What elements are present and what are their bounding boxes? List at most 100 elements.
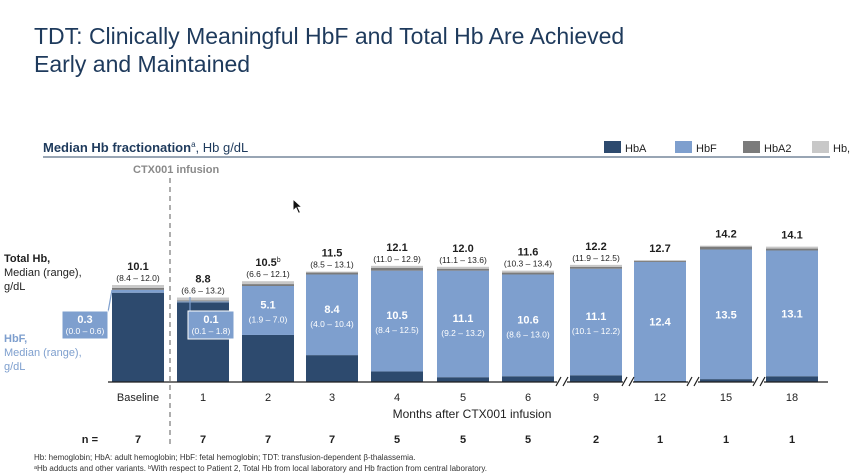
hbf-value-3: 8.4 [324,304,340,316]
bar-15-hbf [700,249,752,380]
total-hb-range-6: (10.3 – 13.4) [504,259,552,269]
legend-swatch-2 [743,141,760,153]
hbf-value-6: 10.6 [517,314,538,326]
hbf-value-Baseline: 0.3 [77,314,92,326]
bar-2-hba2 [242,284,294,286]
bar-9-hbother [570,264,622,267]
bar-2-hba [242,334,294,382]
footnote-superscripts: ᵃHb adducts and other variants. ᵇWith re… [34,464,488,473]
hb-fractionation-chart: Median Hb fractionationa, Hb g/dL HbA HbF H… [4,140,850,446]
n-value-4: 5 [394,434,400,446]
bar-15-hba [700,379,752,382]
hbf-callout-box-Baseline [61,310,109,340]
hbf-value-1: 0.1 [203,314,218,326]
bar-Baseline-hba [112,292,164,382]
mouse-cursor-icon [292,198,304,215]
bar-9-hbf [570,268,622,376]
bar-2-hbf [242,286,294,335]
total-hb-value-12: 12.7 [649,243,670,255]
total-hb-value-3: 11.5 [322,248,343,260]
bar-18-hbf [766,250,818,377]
x-tick-label-1: 1 [200,392,206,404]
legend-swatch-3 [812,141,829,153]
legend-swatch-0 [604,141,621,153]
bar-6-hba2 [502,272,554,275]
slide-title-line-2: Early and Maintained [34,51,251,77]
x-tick-label-Baseline: Baseline [117,392,159,404]
hbf-row-label-2: Median (range), [4,347,82,359]
bar-4-hba [371,371,423,382]
x-tick-label-4: 4 [394,392,400,404]
total-hb-value-5: 12.0 [452,243,473,255]
hbf-range-6: (8.6 – 13.0) [506,329,550,339]
n-value-Baseline: 7 [135,434,141,446]
bar-4-hba2 [371,267,423,271]
bar-18-hbother [766,246,818,249]
hbf-value-5: 11.1 [453,313,474,325]
bar-4-hbother [371,265,423,268]
n-label: n = [82,434,98,446]
total-hb-value-6: 11.6 [518,247,539,259]
bar-9-hba2 [570,266,622,269]
bar-5-hba2 [437,268,489,271]
bar-Baseline-hba2 [112,287,164,290]
slide-title: TDT: Clinically Meaningful HbF and Total… [34,22,624,78]
x-tick-label-18: 18 [786,392,798,404]
axis-break-mark-15-b [693,376,700,387]
bar-12-hbf [634,262,686,382]
n-value-15: 1 [723,434,729,446]
bar-6-hbf [502,274,554,377]
bar-18-hba2 [766,248,818,251]
total-hb-range-3: (8.5 – 13.1) [310,260,354,270]
total-hb-range-Baseline: (8.4 – 12.0) [116,273,160,283]
bar-12-hba2 [634,261,686,262]
x-tick-label-2: 2 [265,392,271,404]
total-hb-value-Baseline: 10.1 [127,261,148,273]
total-hb-row-label-2: Median (range), [4,267,82,279]
total-hb-row-label-3: g/dL [4,281,25,293]
hbf-callout-box-1 [187,310,235,340]
x-tick-label-9: 9 [593,392,599,404]
n-value-9: 2 [593,434,599,446]
total-hb-value-1: 8.8 [195,274,210,286]
axis-break-gap-18 [754,377,764,387]
bar-5-hba [437,377,489,382]
total-hb-value-9: 12.2 [585,241,606,253]
x-tick-label-15: 15 [720,392,732,404]
total-hb-range-1: (6.6 – 13.2) [181,286,225,296]
slide-title-line-1: TDT: Clinically Meaningful HbF and Total… [34,23,625,49]
legend-label-2: HbA2 [764,143,792,155]
total-hb-range-5: (11.1 – 13.6) [439,255,487,265]
bar-12-hbother [634,260,686,262]
footnote-abbreviations: Hb: hemoglobin; HbA: adult hemoglobin; H… [34,453,416,462]
bar-Baseline-hbother [112,285,164,288]
bar-4-hbf [371,270,423,372]
axis-break-gap-9 [557,377,567,387]
bar-15-hba2 [700,246,752,250]
n-value-18: 1 [789,434,795,446]
hbf-value-18: 13.1 [781,308,802,320]
n-value-12: 1 [657,434,663,446]
bar-15-hbother [700,245,752,247]
hbf-range-1: (0.1 – 1.8) [192,326,231,336]
bar-3-hba [306,355,358,382]
total-hb-value-2: 10.5b [255,257,280,269]
x-axis-label: Months after CTX001 infusion [393,407,552,421]
axis-break-mark-12-a [621,376,628,387]
hbf-value-12: 12.4 [649,317,671,329]
chart-header: Median Hb fractionationa, Hb g/dL [43,140,248,155]
axis-break-mark-12-b [628,376,635,387]
n-value-5: 5 [460,434,466,446]
hbf-value-2: 5.1 [260,299,275,311]
hbf-value-15: 13.5 [715,309,736,321]
bar-1-hbf [177,301,229,303]
hbf-range-4: (8.4 – 12.5) [375,325,419,335]
bar-5-hbf [437,270,489,378]
n-value-2: 7 [265,434,271,446]
legend-label-0: HbA [625,143,647,155]
hbf-callout-leader-Baseline [107,289,113,313]
total-hb-range-2: (6.6 – 12.1) [246,269,290,279]
n-value-1: 7 [200,434,206,446]
total-hb-range-4: (11.0 – 12.9) [373,254,421,264]
axis-break-mark-9-b [562,376,569,387]
